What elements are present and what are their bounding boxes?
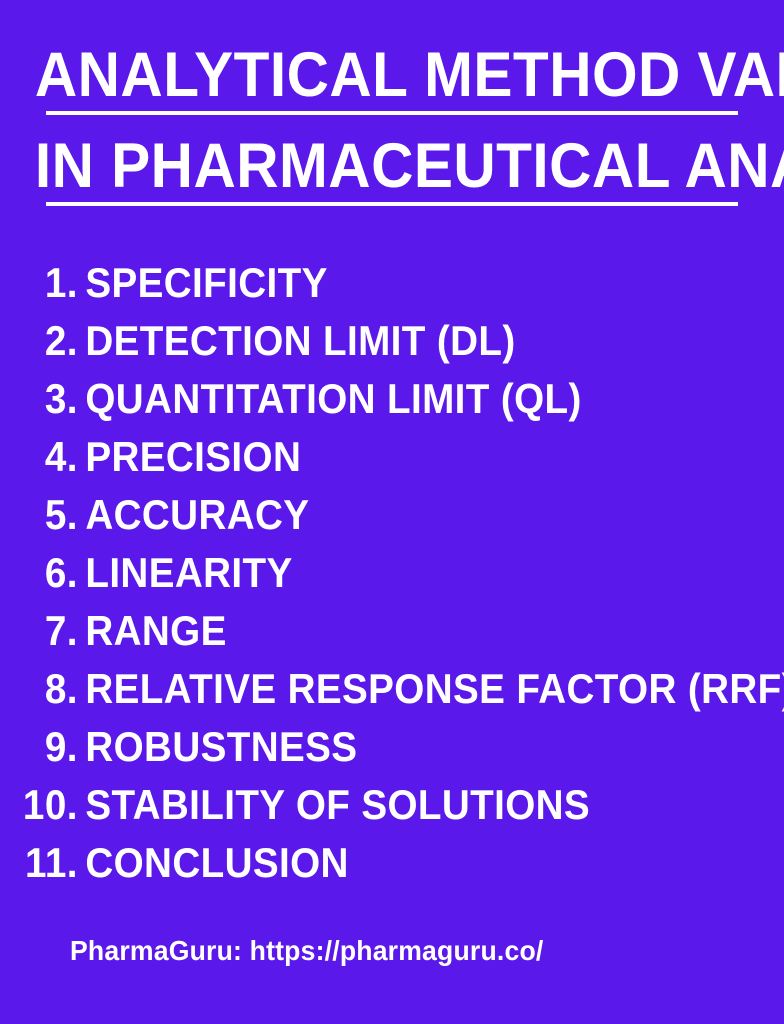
list-item-label: DETECTION LIMIT (DL): [85, 317, 516, 364]
list-item-number: 3.: [44, 375, 78, 422]
list-item: 3. QUANTITATION LIMIT (QL): [0, 370, 784, 428]
list-item-label: RELATIVE RESPONSE FACTOR (RRF): [85, 665, 784, 712]
list-item-number: 4.: [44, 433, 78, 480]
list-item-label: LINEARITY: [85, 549, 293, 596]
list-item-number: 11.: [25, 839, 79, 886]
list-item-label: SPECIFICITY: [85, 259, 328, 306]
list-item: 1. SPECIFICITY: [0, 254, 784, 312]
list-item-label: STABILITY OF SOLUTIONS: [85, 781, 591, 828]
list-item-label: ACCURACY: [85, 491, 310, 538]
list-item: 4. PRECISION: [0, 428, 784, 486]
list-item: 10. STABILITY OF SOLUTIONS: [0, 776, 784, 834]
list-item-label: PRECISION: [85, 433, 302, 480]
list-item-label: ROBUSTNESS: [85, 723, 358, 770]
list-item-number: 9.: [44, 723, 78, 770]
page-title-line-1: ANALYTICAL METHOD VALIDATION: [35, 44, 784, 117]
list-item: 9. ROBUSTNESS: [0, 718, 784, 776]
page-title-line-2: IN PHARMACEUTICAL ANALYSIS: [35, 135, 784, 208]
list-item-number: 10.: [22, 781, 78, 828]
list-item: 11. CONCLUSION: [0, 834, 784, 892]
list-item: 7. RANGE: [0, 602, 784, 660]
list-item-number: 2.: [44, 317, 78, 364]
list-item: 5. ACCURACY: [0, 486, 784, 544]
list-item-number: 1.: [44, 259, 78, 306]
list-item-label: RANGE: [85, 607, 227, 654]
list-item-number: 6.: [44, 549, 78, 596]
validation-parameter-list: 1. SPECIFICITY 2. DETECTION LIMIT (DL) 3…: [0, 254, 784, 892]
list-item-number: 8.: [44, 665, 78, 712]
source-credit-text: PharmaGuru: https://pharmaguru.co/: [70, 935, 544, 966]
list-item-label: CONCLUSION: [85, 839, 349, 886]
footer: PharmaGuru: https://pharmaguru.co/: [0, 935, 784, 967]
list-item: 8. RELATIVE RESPONSE FACTOR (RRF): [0, 660, 784, 718]
poster-title: ANALYTICAL METHOD VALIDATION IN PHARMACE…: [0, 44, 784, 218]
list-item-number: 5.: [44, 491, 78, 538]
list-item-label: QUANTITATION LIMIT (QL): [85, 375, 582, 422]
list-item-number: 7.: [44, 607, 78, 654]
list-item: 2. DETECTION LIMIT (DL): [0, 312, 784, 370]
list-item: 6. LINEARITY: [0, 544, 784, 602]
